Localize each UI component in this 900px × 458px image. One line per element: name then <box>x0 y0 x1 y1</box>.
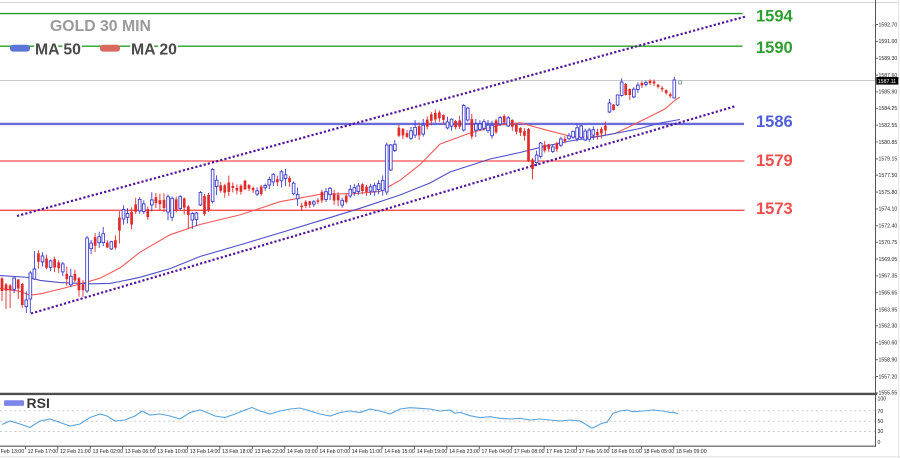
svg-text:1565.65: 1565.65 <box>879 291 898 297</box>
svg-text:1569.05: 1569.05 <box>879 257 898 263</box>
svg-text:1557.20: 1557.20 <box>879 374 898 380</box>
svg-text:14 Feb 23:00: 14 Feb 23:00 <box>449 449 480 455</box>
svg-text:1584.25: 1584.25 <box>879 106 898 112</box>
svg-text:GOLD 30 MIN: GOLD 30 MIN <box>50 18 151 35</box>
svg-text:14 Feb 15:00: 14 Feb 15:00 <box>384 449 415 455</box>
svg-text:18 Feb 05:00: 18 Feb 05:00 <box>644 449 675 455</box>
svg-text:RSI: RSI <box>27 395 50 411</box>
svg-text:13 Feb 14:00: 13 Feb 14:00 <box>190 449 221 455</box>
svg-text:1560.60: 1560.60 <box>879 341 898 347</box>
svg-text:1570.75: 1570.75 <box>879 240 898 246</box>
svg-text:1580.85: 1580.85 <box>879 140 898 146</box>
svg-text:13 Feb 02:00: 13 Feb 02:00 <box>93 449 124 455</box>
svg-text:1572.40: 1572.40 <box>879 224 898 230</box>
svg-text:50: 50 <box>878 419 884 425</box>
svg-text:MA 20: MA 20 <box>131 42 177 59</box>
svg-text:14 Feb 19:00: 14 Feb 19:00 <box>417 449 448 455</box>
svg-text:1590: 1590 <box>756 39 793 57</box>
svg-text:1582.55: 1582.55 <box>879 123 898 129</box>
svg-text:0: 0 <box>878 440 881 446</box>
svg-text:17 Feb 12:00: 17 Feb 12:00 <box>546 449 577 455</box>
svg-text:1579: 1579 <box>756 152 793 170</box>
svg-text:14 Feb 07:00: 14 Feb 07:00 <box>319 449 350 455</box>
svg-text:1586: 1586 <box>756 113 793 131</box>
svg-text:1563.95: 1563.95 <box>879 307 898 313</box>
svg-text:12 Feb 21:00: 12 Feb 21:00 <box>60 449 91 455</box>
svg-text:1573: 1573 <box>756 200 793 218</box>
svg-text:1575.80: 1575.80 <box>879 190 898 196</box>
svg-text:14 Feb 03:00: 14 Feb 03:00 <box>287 449 318 455</box>
svg-text:13 Feb 22:00: 13 Feb 22:00 <box>255 449 286 455</box>
svg-text:1562.30: 1562.30 <box>879 324 898 330</box>
svg-text:1585.90: 1585.90 <box>879 90 898 96</box>
svg-text:1594: 1594 <box>756 8 794 26</box>
svg-text:MA 50: MA 50 <box>35 42 81 59</box>
svg-text:12 Feb 17:00: 12 Feb 17:00 <box>28 449 59 455</box>
svg-text:1592.70: 1592.70 <box>879 22 898 28</box>
svg-text:1558.90: 1558.90 <box>879 358 898 364</box>
svg-text:13 Feb 18:00: 13 Feb 18:00 <box>222 449 253 455</box>
svg-text:13 Feb 06:00: 13 Feb 06:00 <box>125 449 156 455</box>
svg-text:100: 100 <box>878 396 887 402</box>
svg-text:1555.55: 1555.55 <box>879 391 898 397</box>
svg-text:12 Feb 13:00: 12 Feb 13:00 <box>0 449 24 455</box>
svg-text:1574.10: 1574.10 <box>879 207 898 213</box>
svg-text:14 Feb 11:00: 14 Feb 11:00 <box>352 449 382 455</box>
svg-text:18 Feb 09:00: 18 Feb 09:00 <box>676 449 707 455</box>
svg-text:1579.15: 1579.15 <box>879 157 898 163</box>
svg-text:17 Feb 08:00: 17 Feb 08:00 <box>514 449 545 455</box>
svg-text:30: 30 <box>878 429 884 435</box>
svg-text:1589.30: 1589.30 <box>879 56 898 62</box>
svg-text:1587.60: 1587.60 <box>879 73 898 79</box>
svg-text:1591.00: 1591.00 <box>879 39 898 45</box>
svg-text:70: 70 <box>878 409 884 415</box>
svg-text:13 Feb 10:00: 13 Feb 10:00 <box>157 449 188 455</box>
svg-text:1567.35: 1567.35 <box>879 274 898 280</box>
svg-text:1587.11: 1587.11 <box>878 79 896 85</box>
svg-text:1577.50: 1577.50 <box>879 173 898 179</box>
svg-text:18 Feb 01:00: 18 Feb 01:00 <box>611 449 642 455</box>
svg-text:17 Feb 16:00: 17 Feb 16:00 <box>579 449 610 455</box>
svg-text:17 Feb 04:00: 17 Feb 04:00 <box>482 449 513 455</box>
